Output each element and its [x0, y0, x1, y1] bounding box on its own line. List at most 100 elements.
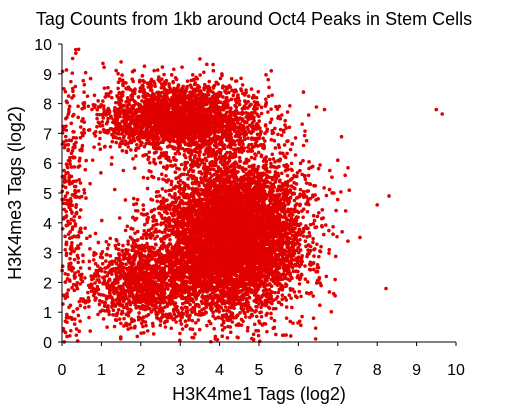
data-point — [138, 78, 142, 83]
data-point — [267, 85, 271, 90]
data-point — [319, 216, 324, 221]
data-point — [147, 150, 152, 155]
data-point — [235, 121, 240, 125]
data-point — [266, 110, 270, 114]
data-point — [220, 72, 224, 76]
data-point — [159, 82, 164, 87]
data-point — [226, 99, 231, 103]
data-point — [229, 77, 234, 81]
data-point — [178, 113, 183, 117]
data-point — [136, 95, 141, 99]
data-point — [102, 65, 106, 70]
data-point — [239, 132, 243, 136]
data-point — [250, 96, 255, 100]
data-point — [176, 83, 181, 88]
data-point — [114, 68, 118, 73]
data-point — [159, 85, 164, 90]
data-point — [205, 102, 209, 107]
data-point — [194, 101, 199, 105]
data-point — [230, 126, 234, 130]
data-point — [233, 79, 238, 83]
data-point — [101, 61, 105, 66]
data-point — [167, 82, 171, 86]
data-point — [110, 139, 115, 144]
data-point — [106, 116, 110, 121]
data-point — [285, 110, 290, 114]
data-point — [190, 102, 195, 106]
data-point — [115, 136, 119, 140]
data-point — [200, 111, 205, 116]
data-point — [291, 186, 296, 190]
data-point — [188, 123, 193, 127]
data-point — [217, 100, 221, 105]
data-point — [301, 215, 305, 220]
data-point — [116, 86, 120, 91]
data-point — [109, 162, 114, 166]
data-point — [234, 105, 239, 109]
data-point — [148, 88, 153, 92]
data-point — [167, 90, 172, 94]
data-point — [278, 178, 282, 183]
data-point — [202, 117, 207, 122]
data-point — [82, 90, 86, 94]
data-point — [202, 152, 206, 157]
data-point — [271, 130, 276, 135]
data-point — [237, 102, 242, 107]
data-point — [252, 100, 257, 104]
data-point — [167, 144, 171, 148]
data-point — [157, 103, 161, 108]
data-point — [271, 157, 276, 161]
data-point — [116, 125, 121, 129]
data-point — [157, 115, 161, 120]
data-point — [256, 150, 261, 155]
data-point — [134, 216, 139, 221]
data-point — [189, 94, 193, 98]
data-point — [132, 91, 137, 96]
data-point — [276, 132, 280, 137]
data-point — [306, 173, 311, 178]
data-point — [333, 294, 337, 298]
data-point — [278, 116, 283, 121]
data-point — [141, 203, 146, 207]
data-point — [160, 187, 165, 191]
data-point — [95, 124, 99, 129]
data-point — [120, 78, 124, 83]
data-point — [124, 86, 128, 91]
data-point — [225, 336, 230, 340]
data-point — [197, 136, 202, 141]
data-point — [104, 121, 109, 126]
data-point — [86, 104, 91, 109]
data-point — [145, 116, 150, 120]
data-point — [82, 82, 87, 87]
data-point — [156, 146, 160, 151]
data-point — [152, 102, 156, 106]
data-point — [327, 247, 332, 252]
data-point — [152, 128, 157, 133]
data-point — [88, 76, 93, 81]
data-point — [221, 107, 226, 112]
data-point — [107, 111, 111, 116]
data-point — [273, 180, 278, 184]
data-point — [159, 122, 163, 127]
data-point — [141, 78, 145, 83]
data-point — [240, 128, 245, 132]
data-point — [297, 289, 302, 294]
data-point — [141, 153, 145, 158]
data-point — [169, 326, 174, 331]
data-point — [239, 88, 244, 93]
data-point — [197, 183, 201, 188]
data-point — [174, 99, 179, 103]
data-point — [305, 235, 309, 239]
data-point — [103, 95, 108, 99]
data-point — [211, 62, 215, 67]
data-point — [100, 123, 105, 128]
data-point — [311, 316, 316, 321]
data-point — [117, 91, 121, 95]
data-point — [284, 126, 289, 130]
data-point — [290, 305, 294, 310]
data-point — [246, 94, 251, 98]
data-point — [327, 187, 332, 192]
data-point — [241, 106, 245, 111]
data-point — [254, 95, 259, 100]
